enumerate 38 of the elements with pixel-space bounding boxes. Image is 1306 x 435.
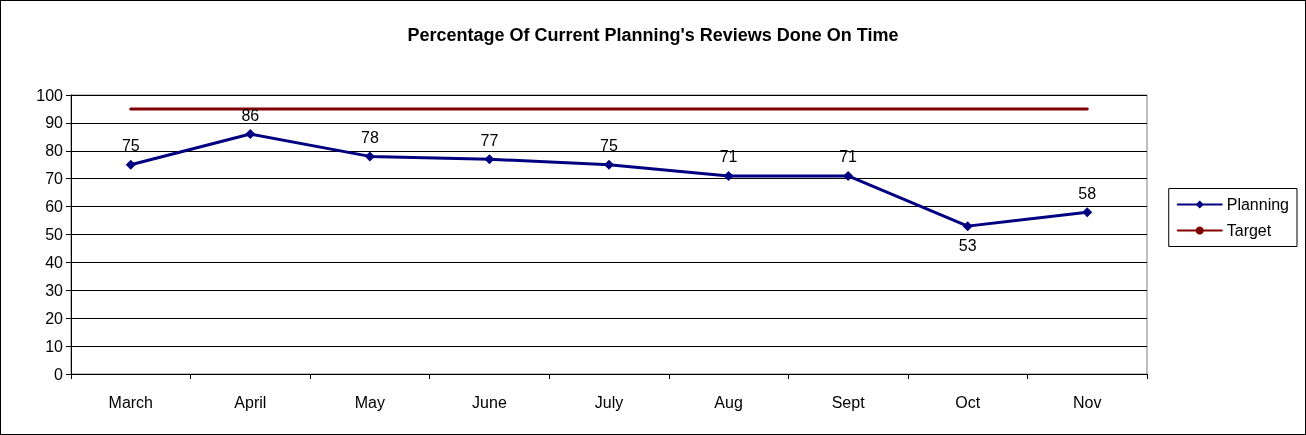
data-label: 75 <box>600 137 618 155</box>
x-tick-label: Oct <box>955 393 981 411</box>
y-tick-label: 50 <box>45 226 64 243</box>
data-label: 75 <box>121 137 140 155</box>
y-tick-label: 60 <box>45 198 64 216</box>
x-tick-label: March <box>108 393 153 411</box>
data-label: 78 <box>360 128 379 146</box>
point <box>843 170 854 181</box>
point <box>125 159 136 170</box>
y-tick-label: 70 <box>45 170 64 188</box>
x-tick-label: May <box>354 393 386 411</box>
x-tick-label: Sept <box>831 393 866 411</box>
legend-label: Planning <box>1226 196 1290 213</box>
point <box>604 159 614 170</box>
x-tick-label: Nov <box>1073 393 1102 411</box>
y-tick-label: 90 <box>45 114 64 132</box>
y-tick-label: 10 <box>45 337 64 355</box>
data-label: 53 <box>958 236 977 254</box>
point <box>364 151 375 162</box>
y-tick-label: 20 <box>45 309 64 327</box>
x-tick-label: April <box>234 393 267 411</box>
y-tick-label: 30 <box>45 281 64 299</box>
point <box>723 170 734 181</box>
point <box>1082 207 1093 218</box>
x-tick-label: June <box>472 393 507 411</box>
data-label: 58 <box>1078 184 1097 202</box>
y-tick-label: 40 <box>45 253 64 271</box>
point <box>962 221 973 232</box>
y-tick-label: 100 <box>36 86 64 104</box>
x-tick-label: Aug <box>714 393 743 411</box>
y-tick-label: 80 <box>45 142 64 160</box>
data-label: 77 <box>480 131 499 149</box>
x-tick-label: July <box>594 393 624 411</box>
point <box>245 129 256 140</box>
y-tick-label: 0 <box>54 365 64 383</box>
chart-title: Percentage Of Current Planning's Reviews Done On Time <box>407 25 899 45</box>
data-label: 86 <box>241 106 260 124</box>
legend-label: Target <box>1226 222 1272 239</box>
